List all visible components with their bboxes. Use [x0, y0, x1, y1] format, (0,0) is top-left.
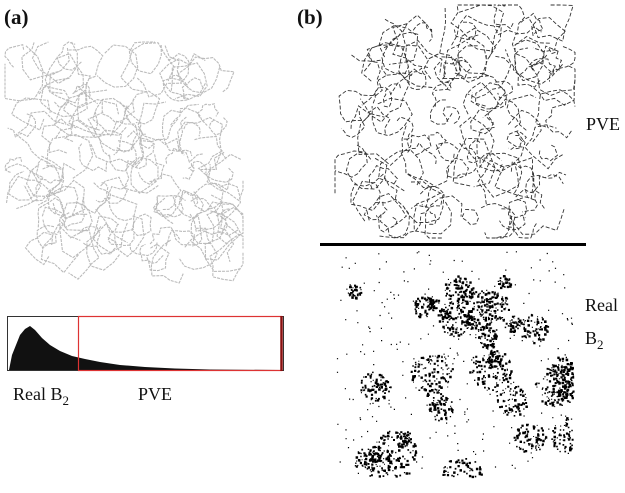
label-subscript: 2 [597, 337, 604, 352]
label-text: B [585, 328, 597, 348]
label-subscript: 2 [63, 393, 70, 408]
region-label: Real [585, 295, 618, 315]
texture [336, 251, 575, 479]
texture [4, 41, 244, 284]
micrograph-a [4, 41, 244, 284]
panel-label: (a) [4, 5, 29, 29]
region-label: B2 [585, 328, 604, 352]
micrograph-pve [334, 4, 576, 239]
histogram-label: Real B2 [13, 384, 69, 408]
histogram-label: PVE [138, 384, 172, 404]
micrograph-b2 [336, 251, 575, 479]
panel-label: (b) [297, 5, 323, 29]
histogram [9, 326, 282, 370]
label-text: Real B [13, 384, 63, 404]
texture [334, 4, 576, 239]
region-label: PVE [586, 114, 620, 134]
